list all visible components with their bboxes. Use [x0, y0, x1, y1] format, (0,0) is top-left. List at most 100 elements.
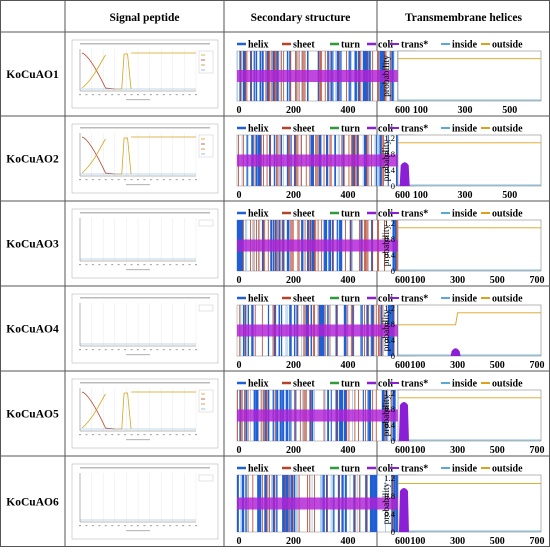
- sp-curve-n: [81, 138, 106, 174]
- ss-x-tick: 400: [341, 360, 356, 371]
- ss-x-tick: 600: [395, 275, 410, 286]
- sp-tick-label: [156, 525, 159, 527]
- sp-tick-label: [124, 525, 127, 527]
- sp-frame: [71, 39, 219, 109]
- row-label: KoCuAO6: [6, 497, 59, 509]
- tm-x-tick: 500: [490, 536, 505, 547]
- ss-legend-label: turn: [341, 124, 360, 135]
- sp-tick-label: [149, 264, 152, 266]
- tm-y-tick: 1.2: [384, 133, 395, 143]
- tm-legend-label: inside: [452, 124, 478, 135]
- ss-coil-band: [237, 409, 415, 422]
- sp-tick-label: [104, 349, 107, 351]
- sp-tick-label: [195, 94, 197, 96]
- tm-y-tick: 0.4: [384, 165, 395, 175]
- tm-x-tick: 100: [413, 190, 428, 201]
- ss-x-tick: 0: [237, 360, 242, 371]
- sp-tick-label: [137, 349, 139, 351]
- tm-x-tick: 500: [502, 190, 517, 201]
- ss-x-tick: 0: [237, 536, 242, 547]
- tm-plot-area: [397, 50, 542, 102]
- sp-tick-label: [124, 94, 127, 96]
- tm-x-tick: 300: [450, 445, 465, 456]
- sp-x-axis-label: [126, 99, 150, 101]
- sp-tick-label: [79, 525, 81, 527]
- sp-tick-label: [182, 349, 185, 351]
- sp-tick-label: [85, 179, 88, 181]
- sp-tick-label: [195, 434, 197, 436]
- sp-tick-label: [149, 525, 152, 527]
- tm-x-tick: 300: [458, 190, 473, 201]
- ss-coil-band: [237, 154, 415, 167]
- sp-tick-label: [143, 349, 146, 351]
- row-label: KoCuAO3: [6, 239, 59, 251]
- sp-tick-label: [117, 94, 120, 96]
- column-header: Transmembrane helices: [405, 12, 523, 24]
- tm-legend-label: outside: [492, 294, 523, 305]
- signal-peptide-panel: [71, 208, 219, 279]
- sp-tick-label: [143, 525, 146, 527]
- ss-x-tick: 0: [237, 105, 242, 116]
- tm-legend-label: trans*: [401, 124, 428, 135]
- sp-tick-label: [111, 349, 114, 351]
- sp-title-text: [80, 43, 210, 45]
- tm-plot-area: [397, 134, 542, 187]
- sp-tick-label: [188, 179, 191, 181]
- tm-legend-label: trans*: [401, 40, 428, 51]
- row-label: KoCuAO2: [6, 154, 59, 166]
- sp-legend: [198, 474, 214, 482]
- ss-x-tick: 200: [286, 105, 301, 116]
- signal-peptide-panel: [71, 123, 219, 194]
- sp-tick-label: [149, 179, 152, 181]
- tm-x-tick: 700: [530, 445, 545, 456]
- tm-legend-label: outside: [492, 379, 523, 390]
- ss-legend-label: sheet: [293, 124, 315, 135]
- column-header: Signal peptide: [110, 12, 180, 24]
- ss-legend-label: turn: [341, 379, 360, 390]
- ss-legend-label: turn: [341, 294, 360, 305]
- sp-tick-label: [124, 264, 127, 266]
- tm-legend-label: outside: [492, 209, 523, 220]
- tm-outside-line: [398, 312, 541, 326]
- ss-x-tick: 0: [237, 445, 242, 456]
- sp-tick-label: [188, 94, 191, 96]
- tm-y-tick: 1.2: [384, 388, 395, 398]
- sp-tick-label: [79, 434, 81, 436]
- sp-frame: [71, 208, 219, 279]
- sp-legend: [198, 219, 214, 227]
- transmembrane-panel: trans* inside outside probability 100 300 500: [382, 40, 542, 116]
- ss-x-tick: 600: [395, 536, 410, 547]
- tm-x-tick: 100: [410, 445, 425, 456]
- sp-legend: [198, 304, 214, 312]
- ss-x-tick: 0: [237, 190, 242, 201]
- tm-legend-label: inside: [452, 464, 478, 475]
- sp-title-text: [80, 297, 210, 299]
- tm-x-tick: 300: [458, 105, 473, 116]
- sp-tick-label: [143, 94, 146, 96]
- tm-y-tick: 0.8: [384, 491, 395, 501]
- tm-y-tick: 0.4: [384, 335, 395, 345]
- ss-legend-label: helix: [248, 40, 269, 51]
- sp-tick-label: [79, 94, 81, 96]
- sp-tick-label: [182, 264, 185, 266]
- tm-x-tick: 500: [490, 275, 505, 286]
- ss-x-tick: 400: [341, 190, 356, 201]
- ss-legend-label: coli: [378, 379, 393, 390]
- tm-y-label: probability: [382, 394, 392, 436]
- sp-tick-label: [91, 349, 94, 351]
- tm-x-tick: 300: [450, 360, 465, 371]
- sp-title-text: [80, 382, 210, 384]
- sp-tick-label: [162, 179, 165, 181]
- sp-x-axis-label: [126, 184, 150, 186]
- secondary-structure-panel: helix sheet turn coli 0 200 400 600: [237, 40, 416, 116]
- ss-x-tick: 600: [395, 445, 410, 456]
- ss-legend-label: turn: [341, 209, 360, 220]
- tm-y-label: probability: [382, 55, 392, 97]
- secondary-structure-panel: helix sheet turn coli 0 200 400 600: [237, 464, 416, 547]
- tm-y-tick: 0.4: [384, 420, 395, 430]
- ss-x-tick: 600: [395, 360, 410, 371]
- ss-legend-label: sheet: [293, 379, 315, 390]
- ss-x-tick: 200: [286, 536, 301, 547]
